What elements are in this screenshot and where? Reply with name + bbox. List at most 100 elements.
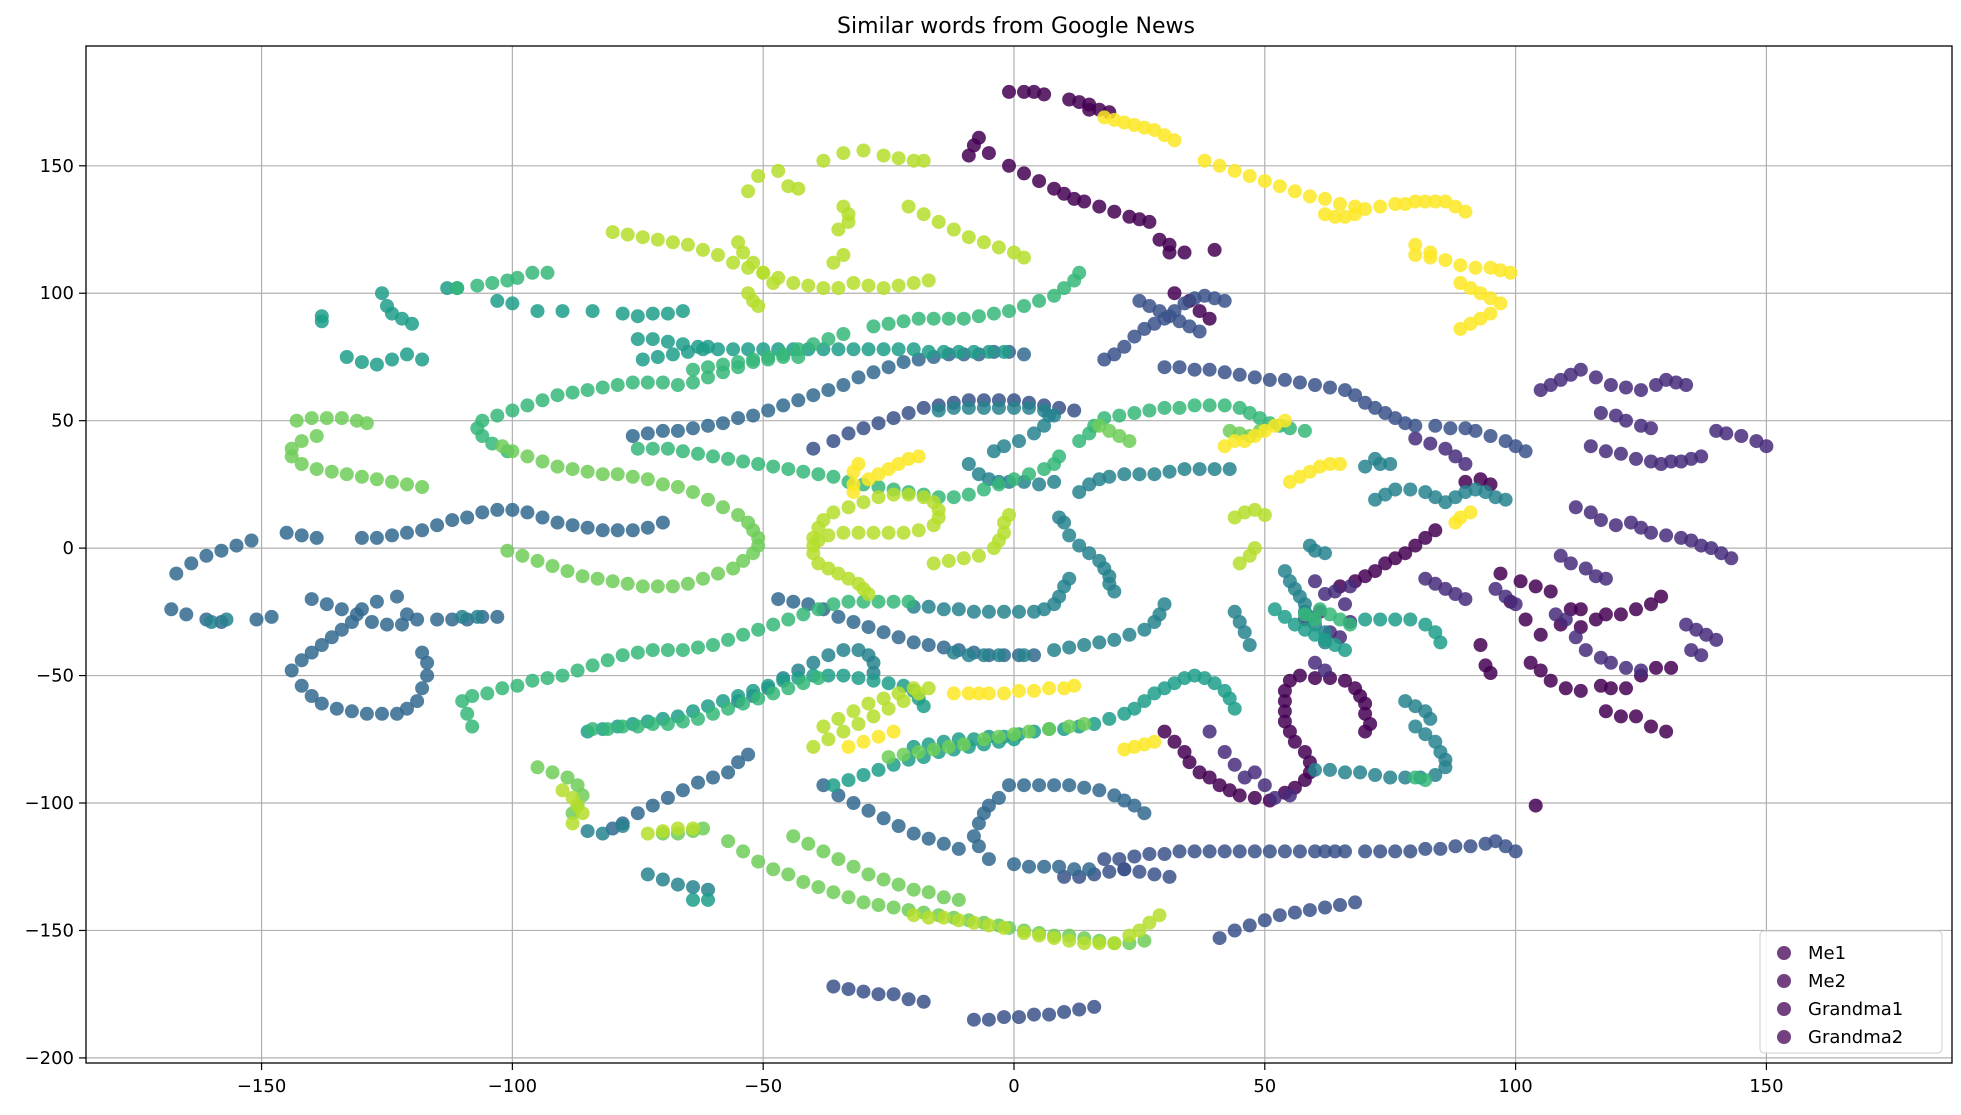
scatter-point: [525, 265, 540, 280]
scatter-point: [1328, 844, 1342, 859]
scatter-point: [1002, 508, 1016, 522]
scatter-point: [655, 515, 670, 530]
scatter-point: [244, 533, 259, 548]
scatter-point: [1157, 400, 1172, 415]
scatter-point: [500, 543, 515, 558]
scatter-point: [836, 525, 851, 540]
scatter-point: [1358, 844, 1373, 859]
scatter-point: [856, 984, 871, 999]
scatter-point: [1177, 462, 1192, 477]
scatter-point: [1292, 844, 1307, 859]
scatter-point: [951, 913, 966, 928]
scatter-point: [1092, 635, 1107, 650]
scatter-point: [490, 502, 505, 517]
scatter-point: [630, 441, 645, 456]
scatter-point: [736, 844, 751, 859]
scatter-point: [585, 304, 600, 319]
scatter-point: [1157, 360, 1172, 375]
scatter-point: [916, 207, 931, 222]
scatter-point: [630, 645, 645, 660]
scatter-point: [1057, 515, 1072, 530]
scatter-point: [1202, 844, 1217, 859]
scatter-point: [1644, 525, 1658, 540]
scatter-point: [1644, 597, 1658, 612]
scatter-point: [806, 388, 821, 403]
scatter-point: [1262, 372, 1277, 387]
scatter-point: [1172, 400, 1187, 415]
scatter-point: [781, 867, 796, 882]
scatter-point: [861, 587, 876, 601]
scatter-point: [946, 645, 961, 660]
scatter-point: [1262, 844, 1277, 859]
scatter-point: [344, 615, 359, 629]
scatter-point: [966, 344, 981, 359]
scatter-point: [1227, 701, 1242, 716]
scatter-point: [881, 525, 896, 540]
scatter-point: [796, 607, 811, 622]
scatter-point: [560, 770, 575, 785]
scatter-point: [876, 691, 891, 706]
scatter-point: [1598, 444, 1613, 459]
scatter-point: [861, 278, 876, 293]
scatter-point: [1348, 895, 1363, 910]
scatter-point: [1247, 370, 1262, 385]
scatter-point: [1619, 413, 1633, 428]
scatter-point: [731, 508, 746, 522]
scatter-point: [711, 566, 725, 581]
scatter-point: [515, 548, 530, 563]
scatter-point: [625, 469, 640, 484]
scatter-point: [580, 824, 595, 839]
scatter-point: [811, 602, 826, 617]
scatter-point: [610, 523, 625, 538]
scatter-point: [199, 548, 214, 563]
scatter-point: [931, 403, 946, 418]
scatter-point: [901, 199, 916, 214]
scatter-point: [961, 457, 976, 471]
scatter-point: [1588, 370, 1603, 385]
scatter-point: [415, 681, 430, 696]
scatter-point: [1017, 299, 1031, 313]
scatter-point: [334, 602, 349, 617]
scatter-point: [891, 630, 906, 645]
scatter-point: [1493, 566, 1508, 581]
scatter-point: [861, 867, 876, 882]
scatter-point: [976, 732, 991, 747]
scatter-point: [1634, 383, 1648, 398]
scatter-point: [640, 375, 655, 390]
chart-title: Similar words from Google News: [837, 14, 1195, 39]
scatter-point: [1117, 339, 1132, 354]
scatter-point: [1242, 169, 1257, 183]
scatter-point: [891, 151, 906, 166]
scatter-point: [961, 400, 976, 415]
scatter-point: [680, 237, 695, 252]
scatter-point: [816, 153, 831, 168]
scatter-point: [1072, 538, 1087, 553]
scatter-point: [691, 711, 705, 726]
scatter-point: [836, 146, 851, 161]
scatter-point: [997, 439, 1011, 454]
scatter-point: [1207, 242, 1222, 257]
scatter-point: [1202, 362, 1217, 377]
scatter-point: [726, 255, 741, 270]
scatter-point: [911, 745, 926, 759]
scatter-point: [309, 462, 324, 477]
scatter-point: [1418, 773, 1433, 788]
scatter-point: [731, 411, 746, 426]
scatter-point: [1498, 589, 1513, 604]
scatter-point: [440, 281, 455, 296]
scatter-point: [1132, 467, 1147, 482]
scatter-point: [670, 378, 685, 392]
scatter-point: [490, 293, 505, 308]
scatter-point: [741, 747, 756, 762]
scatter-point: [1122, 434, 1137, 449]
scatter-point: [981, 146, 996, 161]
scatter-point: [991, 648, 1006, 663]
scatter-point: [736, 553, 751, 568]
scatter-point: [670, 877, 685, 892]
scatter-point: [836, 668, 851, 683]
scatter-point: [1277, 704, 1292, 719]
scatter-point: [997, 920, 1011, 935]
scatter-point: [1664, 660, 1679, 675]
scatter-point: [881, 316, 896, 331]
scatter-point: [630, 719, 645, 734]
